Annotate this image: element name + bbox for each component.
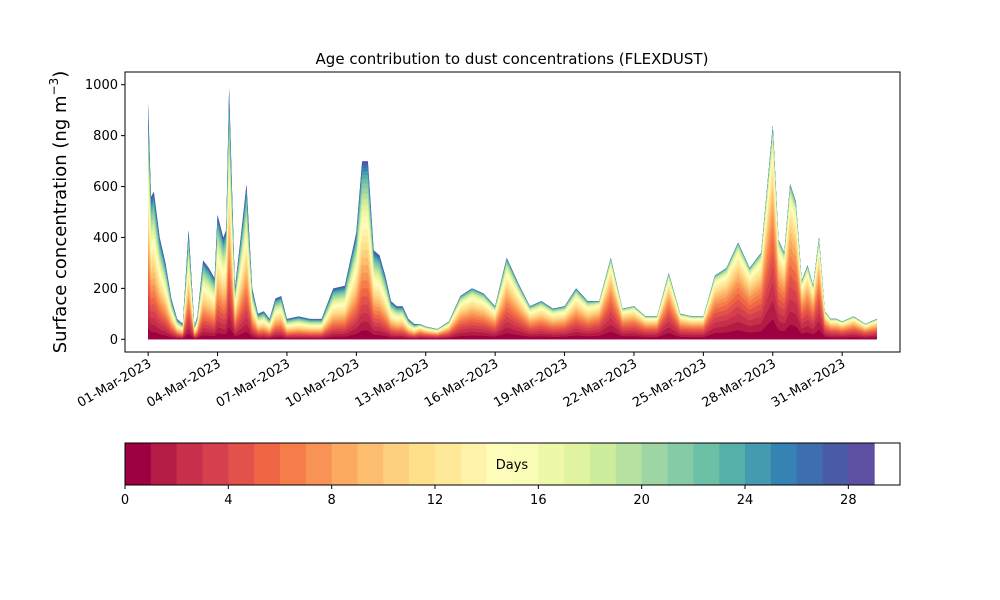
colorbar-swatch xyxy=(280,443,307,485)
colorbar-swatch xyxy=(796,443,823,485)
chart-title: Age contribution to dust concentrations … xyxy=(316,50,709,68)
colorbar-swatch xyxy=(305,443,333,485)
colorbar-swatch xyxy=(202,443,229,485)
x-tick-label: 25-Mar-2023 xyxy=(630,356,709,410)
colorbar-swatch xyxy=(615,443,643,485)
y-axis-label-close: ) xyxy=(50,71,71,78)
y-axis: 0 200 400 600 800 1000 xyxy=(85,78,125,348)
x-tick-label: 04-Mar-2023 xyxy=(144,356,223,410)
colorbar xyxy=(124,442,901,486)
colorbar-tick-label: 12 xyxy=(427,493,444,508)
colorbar-swatch xyxy=(176,443,203,485)
colorbar-swatch xyxy=(125,443,152,485)
colorbar-tick-label: 28 xyxy=(840,493,857,508)
colorbar-swatch xyxy=(486,443,513,485)
colorbar-swatch xyxy=(848,443,875,485)
x-tick-label: 31-Mar-2023 xyxy=(769,356,848,410)
colorbar-swatch xyxy=(667,443,694,485)
y-tick-label: 0 xyxy=(110,333,118,348)
x-tick-label: 28-Mar-2023 xyxy=(700,356,779,410)
colorbar-swatch xyxy=(770,443,798,485)
colorbar-tick-label: 0 xyxy=(121,493,129,508)
colorbar-swatch xyxy=(435,443,462,485)
y-axis-label-text: Surface concentration (ng m xyxy=(50,95,71,353)
colorbar-swatch xyxy=(538,443,565,485)
colorbar-label: Days xyxy=(496,458,529,473)
colorbar-tick-label: 20 xyxy=(633,493,650,508)
x-tick-label: 01-Mar-2023 xyxy=(75,356,154,410)
colorbar-swatch xyxy=(409,443,436,485)
colorbar-tick-label: 4 xyxy=(224,493,232,508)
colorbar-tick-label: 24 xyxy=(737,493,754,508)
plot-frame xyxy=(124,71,901,353)
x-tick-label: 13-Mar-2023 xyxy=(353,356,432,410)
colorbar-swatch xyxy=(150,443,178,485)
y-tick-label: 1000 xyxy=(85,78,118,93)
y-tick-label: 800 xyxy=(93,129,118,144)
colorbar-swatch xyxy=(822,443,849,485)
plot-area xyxy=(148,87,877,340)
x-axis: 01-Mar-202304-Mar-202307-Mar-202310-Mar-… xyxy=(75,352,848,411)
colorbar-swatch xyxy=(512,443,539,485)
x-tick-label: 10-Mar-2023 xyxy=(283,356,362,410)
y-tick-label: 400 xyxy=(93,231,118,246)
colorbar-swatch xyxy=(228,443,255,485)
y-tick-label: 200 xyxy=(93,282,118,297)
colorbar-swatch xyxy=(693,443,720,485)
colorbar-swatch xyxy=(719,443,746,485)
colorbar-swatch xyxy=(564,443,591,485)
colorbar-tick-label: 8 xyxy=(328,493,336,508)
colorbar-swatch xyxy=(254,443,281,485)
y-tick-label: 600 xyxy=(93,180,118,195)
x-tick-label: 19-Mar-2023 xyxy=(491,356,570,410)
colorbar-swatch xyxy=(357,443,384,485)
y-axis-label: Surface concentration (ng m−3) xyxy=(47,71,71,354)
colorbar-tick-label: 16 xyxy=(530,493,547,508)
x-tick-label: 07-Mar-2023 xyxy=(214,356,293,410)
x-tick-label: 22-Mar-2023 xyxy=(561,356,640,410)
y-axis-label-exponent: −3 xyxy=(47,78,61,96)
colorbar-swatch xyxy=(745,443,772,485)
colorbar-frame xyxy=(124,442,901,486)
x-tick-label: 16-Mar-2023 xyxy=(422,356,501,410)
colorbar-swatch xyxy=(460,443,488,485)
colorbar-swatch xyxy=(590,443,617,485)
colorbar-swatch xyxy=(331,443,358,485)
colorbar-axis: 0 4 8 12 16 20 24 28 xyxy=(121,485,857,508)
colorbar-swatch xyxy=(383,443,410,485)
age-band-area-0 xyxy=(148,319,877,340)
colorbar-swatch xyxy=(641,443,668,485)
